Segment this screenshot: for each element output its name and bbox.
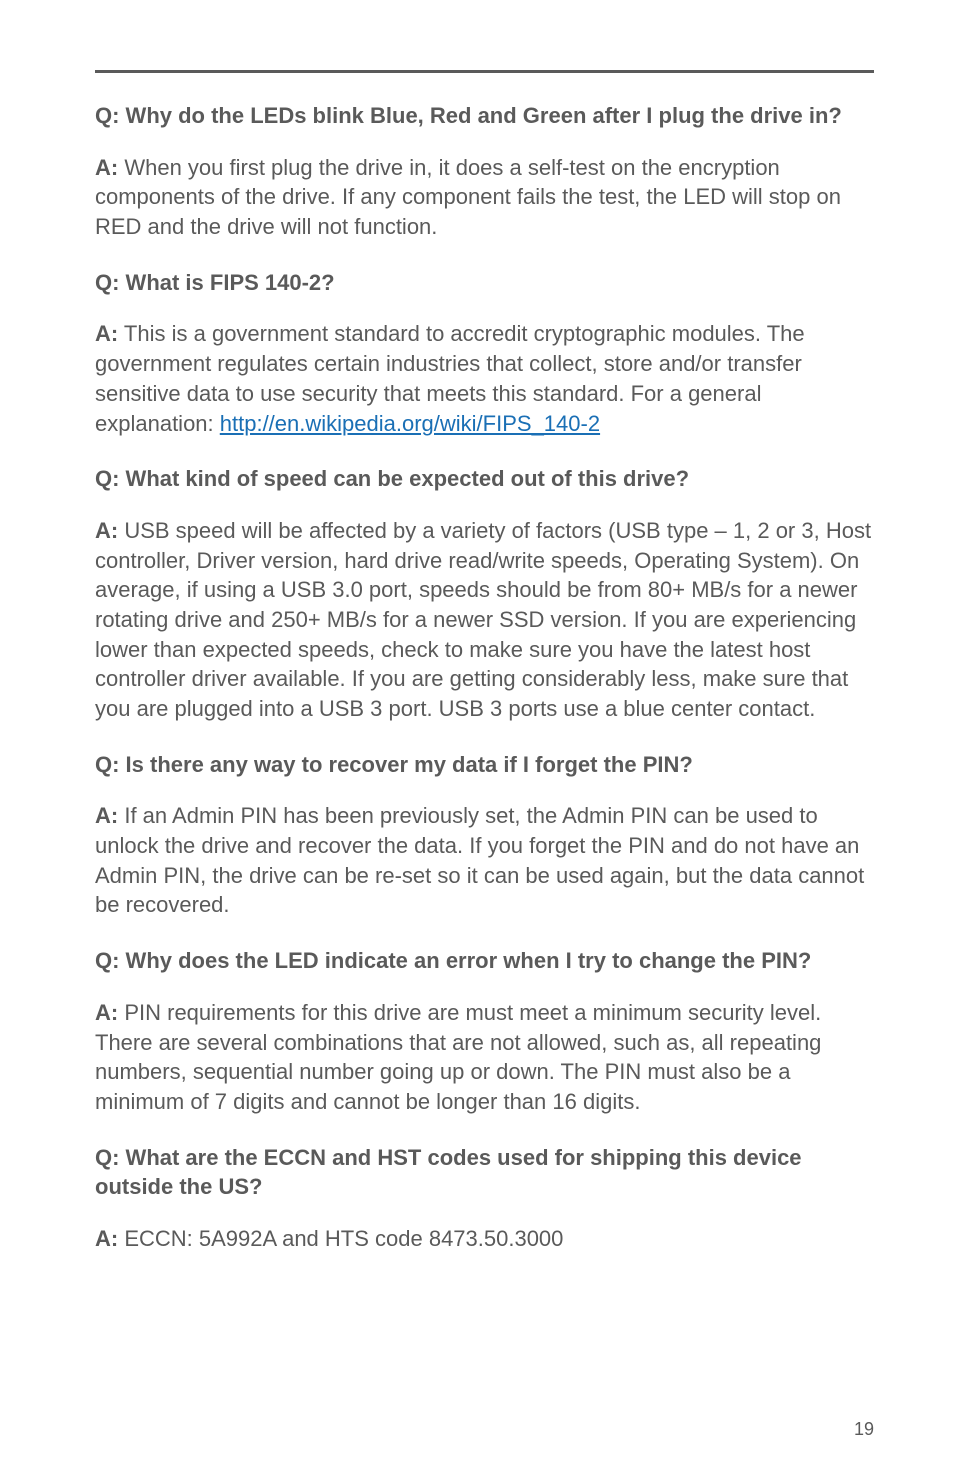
faq-answer: A: When you first plug the drive in, it …: [95, 153, 874, 242]
answer-text: PIN requirements for this drive are must…: [95, 1000, 821, 1114]
faq-question: Q: What is FIPS 140-2?: [95, 268, 874, 298]
answer-text: ECCN: 5A992A and HTS code 8473.50.3000: [118, 1226, 563, 1251]
faq-item: Q: Is there any way to recover my data i…: [95, 750, 874, 920]
page-container: Q: Why do the LEDs blink Blue, Red and G…: [0, 0, 954, 1475]
fips-link[interactable]: http://en.wikipedia.org/wiki/FIPS_140-2: [220, 411, 600, 436]
answer-lead: A:: [95, 518, 118, 543]
faq-item: Q: What is FIPS 140-2? A: This is a gove…: [95, 268, 874, 438]
answer-lead: A:: [95, 1226, 118, 1251]
faq-answer: A: This is a government standard to accr…: [95, 319, 874, 438]
faq-item: Q: What are the ECCN and HST codes used …: [95, 1143, 874, 1254]
faq-question: Q: Why do the LEDs blink Blue, Red and G…: [95, 101, 874, 131]
faq-question: Q: Is there any way to recover my data i…: [95, 750, 874, 780]
answer-lead: A:: [95, 803, 118, 828]
faq-item: Q: What kind of speed can be expected ou…: [95, 464, 874, 724]
answer-lead: A:: [95, 1000, 118, 1025]
faq-question: Q: What kind of speed can be expected ou…: [95, 464, 874, 494]
faq-item: Q: Why does the LED indicate an error wh…: [95, 946, 874, 1116]
top-rule: [95, 70, 874, 73]
faq-question: Q: Why does the LED indicate an error wh…: [95, 946, 874, 976]
faq-answer: A: PIN requirements for this drive are m…: [95, 998, 874, 1117]
answer-lead: A:: [95, 321, 118, 346]
answer-text: If an Admin PIN has been previously set,…: [95, 803, 864, 917]
faq-question: Q: What are the ECCN and HST codes used …: [95, 1143, 874, 1202]
page-number: 19: [854, 1419, 874, 1440]
faq-answer: A: If an Admin PIN has been previously s…: [95, 801, 874, 920]
faq-answer: A: USB speed will be affected by a varie…: [95, 516, 874, 724]
answer-text: When you first plug the drive in, it doe…: [95, 155, 841, 239]
answer-text: USB speed will be affected by a variety …: [95, 518, 871, 721]
faq-answer: A: ECCN: 5A992A and HTS code 8473.50.300…: [95, 1224, 874, 1254]
faq-item: Q: Why do the LEDs blink Blue, Red and G…: [95, 101, 874, 242]
answer-lead: A:: [95, 155, 118, 180]
